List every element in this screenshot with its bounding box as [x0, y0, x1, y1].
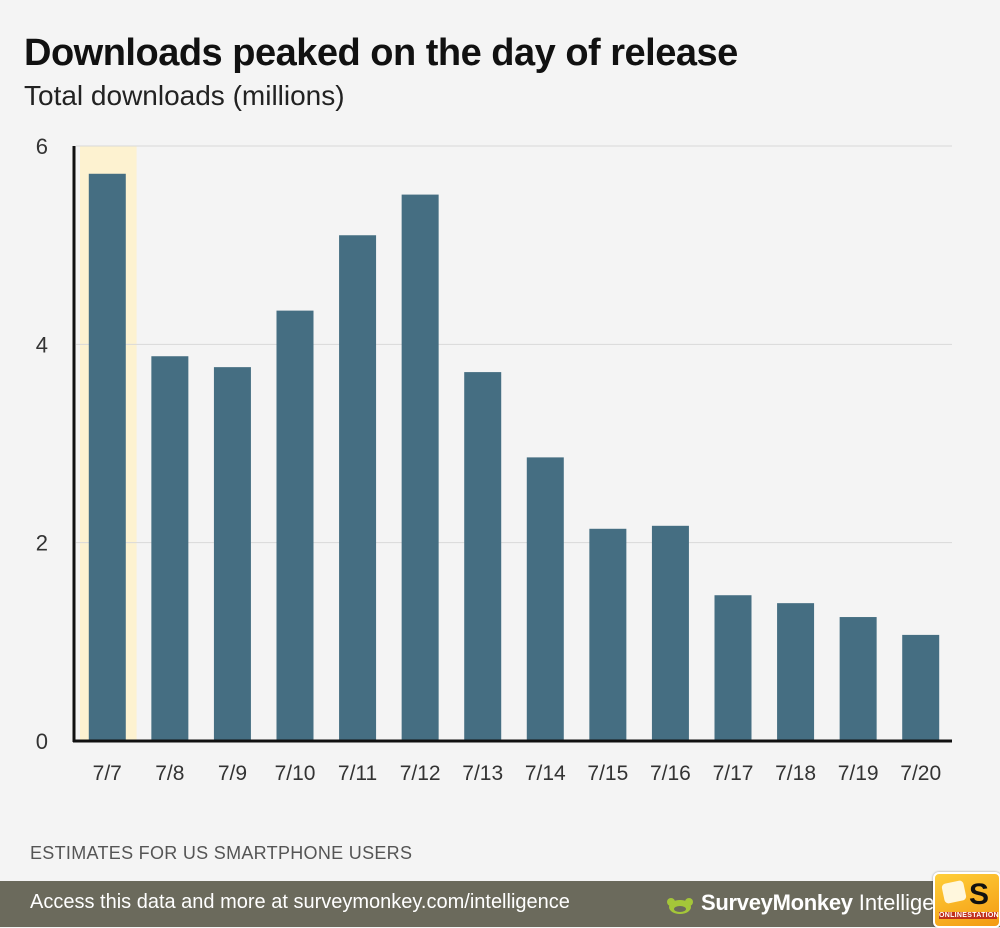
x-tick-label: 7/11	[338, 762, 377, 785]
bar	[151, 356, 189, 741]
x-tick-label: 7/19	[838, 762, 879, 785]
badge-caption: ONLINESTATION	[939, 912, 1000, 919]
x-tick-label: 7/20	[900, 762, 941, 785]
bar	[902, 634, 940, 741]
x-tick-label: 7/8	[155, 762, 184, 785]
bar	[339, 235, 377, 741]
chart-subtitle: Total downloads (millions)	[24, 80, 345, 111]
chart-title: Downloads peaked on the day of release	[24, 32, 738, 74]
chart-footnote: ESTIMATES FOR US SMARTPHONE USERS	[30, 843, 413, 863]
x-tick-label: 7/16	[650, 762, 691, 785]
x-tick-label: 7/17	[713, 762, 754, 785]
badge-tile	[941, 879, 967, 905]
x-tick-label: 7/18	[775, 762, 816, 785]
x-tick-label: 7/14	[525, 762, 566, 785]
bar	[714, 595, 752, 741]
bar	[777, 603, 815, 741]
bar	[651, 525, 689, 741]
bar	[839, 617, 877, 741]
x-tick-label: 7/10	[275, 762, 316, 785]
footer-link-text[interactable]: Access this data and more at surveymonke…	[30, 891, 570, 913]
x-tick-label: 7/7	[93, 762, 122, 785]
bar	[88, 173, 126, 741]
bar	[526, 457, 564, 741]
x-tick-label: 7/9	[218, 762, 247, 785]
bar	[213, 367, 251, 741]
brand-suffix: Intellige	[858, 890, 935, 915]
brand-name: SurveyMonkey	[701, 890, 853, 915]
footer-bar: Access this data and more at surveymonke…	[0, 881, 1000, 927]
x-tick-label: 7/13	[462, 762, 503, 785]
y-tick-label: 0	[36, 729, 48, 754]
onlinestation-badge-icon: S ONLINESTATION	[933, 872, 1000, 928]
surveymonkey-logo-icon	[665, 890, 695, 916]
y-tick-label: 2	[36, 531, 48, 556]
y-tick-label: 4	[36, 332, 48, 357]
bar	[276, 310, 314, 741]
x-tick-label: 7/15	[587, 762, 628, 785]
bar	[589, 528, 627, 741]
bar-chart: 0 2 4 6 7/7 7/8 7/9 7/10 7/11 7/12 7/13 7/14 7/15 7/1…	[36, 134, 952, 785]
surveymonkey-brand[interactable]: SurveyMonkey Intellige	[665, 890, 935, 916]
y-tick-label: 6	[36, 134, 48, 159]
bar	[464, 372, 502, 741]
badge-letter: S	[969, 878, 990, 911]
x-tick-label: 7/12	[400, 762, 441, 785]
bar	[401, 194, 439, 741]
